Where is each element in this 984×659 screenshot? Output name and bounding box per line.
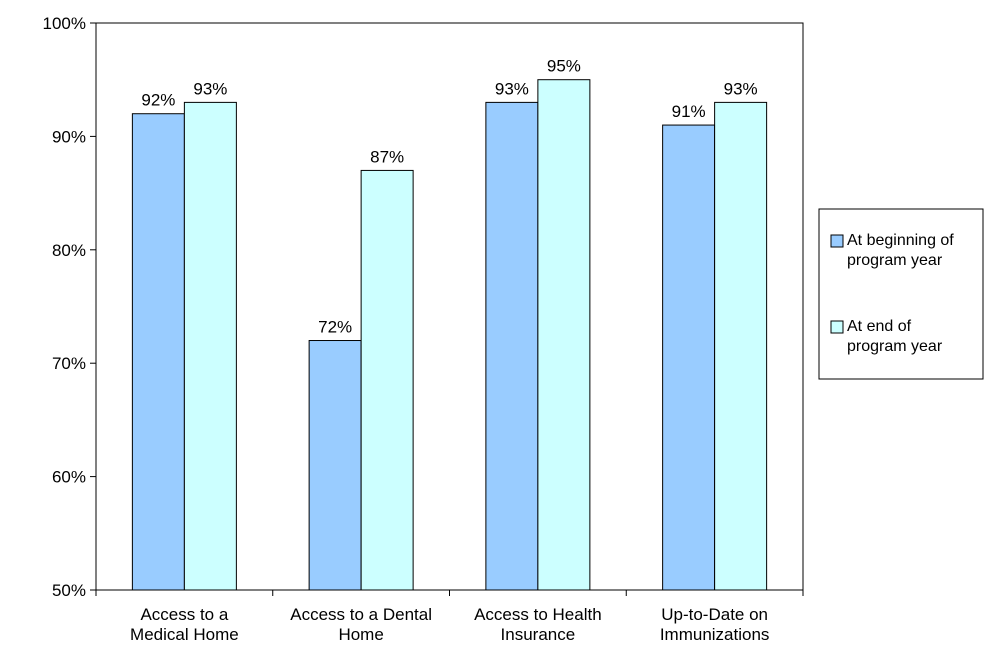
data-label: 95% (547, 57, 581, 76)
x-category-label: Access to a (140, 605, 228, 624)
x-category-label: Home (338, 625, 383, 644)
legend-box (818, 208, 984, 380)
legend-swatch (830, 320, 844, 334)
legend-swatch (830, 234, 844, 248)
bar-series-1 (308, 340, 362, 591)
y-tick-label: 100% (43, 14, 86, 33)
x-category-label: Medical Home (130, 625, 239, 644)
x-category-label: Up-to-Date on (661, 605, 768, 624)
legend-label: program year (847, 338, 943, 355)
x-category-label: Access to a Dental (290, 605, 432, 624)
data-label: 93% (193, 79, 227, 98)
legend-label: program year (847, 252, 943, 269)
y-tick-label: 90% (52, 127, 86, 146)
data-label: 93% (724, 79, 758, 98)
x-category-label: Insurance (501, 625, 576, 644)
data-label: 93% (495, 79, 529, 98)
bar-series-1 (485, 101, 539, 591)
bar-series-2 (714, 101, 768, 591)
y-tick-label: 70% (52, 354, 86, 373)
data-label: 91% (672, 102, 706, 121)
bar-series-2 (183, 101, 237, 591)
x-category-label: Access to Health (474, 605, 602, 624)
bar-series-2 (537, 79, 591, 591)
y-tick-label: 80% (52, 241, 86, 260)
bar-series-1 (662, 124, 716, 591)
y-tick-label: 50% (52, 581, 86, 600)
legend-label: At end of (847, 318, 912, 335)
bar-series-2 (360, 169, 414, 591)
y-tick-label: 60% (52, 468, 86, 487)
data-label: 92% (141, 91, 175, 110)
data-label: 87% (370, 147, 404, 166)
bar-series-1 (131, 113, 185, 591)
legend-label: At beginning of (847, 232, 954, 249)
x-category-label: Immunizations (660, 625, 770, 644)
data-label: 72% (318, 318, 352, 337)
